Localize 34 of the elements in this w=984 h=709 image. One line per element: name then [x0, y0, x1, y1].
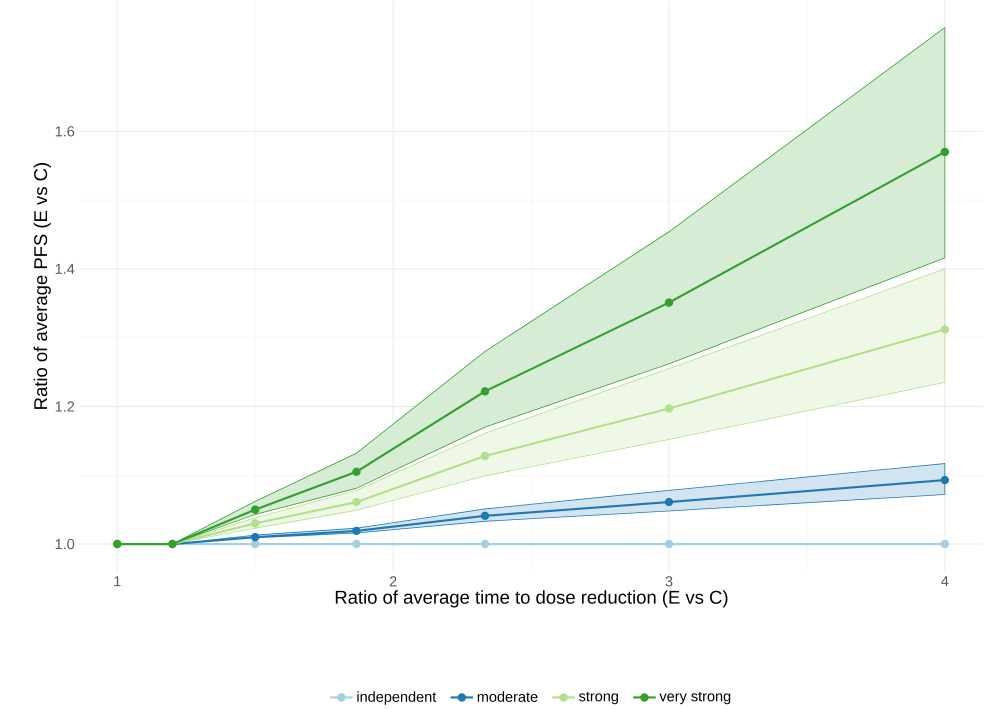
y-tick-label: 1.6	[56, 126, 74, 136]
point	[664, 404, 674, 413]
point	[480, 540, 490, 548]
x-tick-label: 1	[114, 576, 121, 586]
legend-label: very strong	[659, 692, 730, 704]
x-tick-label: 4	[941, 576, 948, 586]
point	[250, 532, 260, 542]
y-axis-title: Ratio of average PFS (E vs C)	[34, 163, 51, 409]
point	[940, 540, 950, 548]
point	[480, 387, 490, 396]
point	[352, 540, 361, 548]
y-tick-label: 1.4	[56, 264, 74, 274]
legend-label: strong	[578, 692, 618, 704]
point	[352, 498, 361, 506]
legend-label: independent	[357, 691, 436, 705]
x-axis-title: Ratio of average time to dose reduction (E vs C)	[336, 590, 728, 608]
point	[480, 512, 490, 520]
point	[352, 526, 361, 536]
legend-label: moderate	[478, 691, 538, 702]
x-tick-label: 3	[666, 576, 672, 586]
y-tick-label: 1.0	[56, 538, 74, 550]
point	[250, 540, 260, 548]
point	[480, 452, 490, 460]
point	[940, 325, 950, 334]
point	[250, 505, 260, 514]
y-tick-label: 1.2	[56, 401, 74, 412]
point	[940, 148, 950, 156]
point	[352, 468, 361, 476]
point	[940, 476, 950, 484]
point	[664, 540, 674, 548]
point	[664, 298, 674, 307]
point	[250, 519, 260, 528]
x-tick-label: 2	[390, 576, 396, 586]
point	[664, 498, 674, 506]
